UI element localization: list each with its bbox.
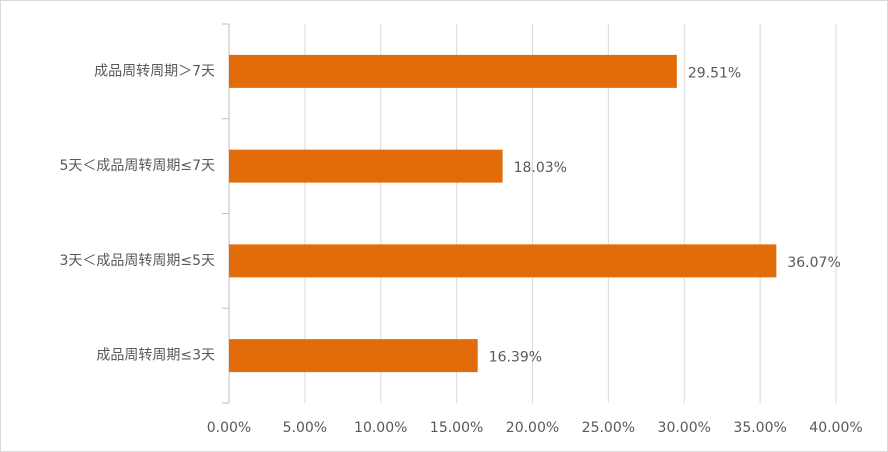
y-tick-label: 成品周转周期≤3天: [96, 348, 215, 364]
bar: [229, 339, 478, 373]
bar: [229, 244, 777, 278]
y-tick-label: 成品周转周期＞7天: [94, 63, 215, 79]
value-label: 16.39%: [489, 350, 542, 366]
value-label: 36.07%: [787, 255, 840, 271]
bar: [229, 149, 503, 183]
x-tick-label: 5.00%: [283, 420, 327, 436]
y-tick-label: 3天＜成品周转周期≤5天: [59, 253, 215, 269]
x-tick-label: 25.00%: [582, 420, 635, 436]
value-label: 18.03%: [514, 160, 567, 176]
y-tick-label: 5天＜成品周转周期≤7天: [59, 158, 215, 174]
x-tick-label: 30.00%: [658, 420, 711, 436]
x-tick-label: 0.00%: [207, 420, 251, 436]
value-label: 29.51%: [688, 65, 741, 81]
x-tick-label: 15.00%: [430, 420, 483, 436]
x-tick-label: 20.00%: [506, 420, 559, 436]
x-tick-label: 40.00%: [809, 420, 862, 436]
bar: [229, 54, 677, 88]
x-tick-label: 10.00%: [354, 420, 407, 436]
x-tick-label: 35.00%: [733, 420, 786, 436]
